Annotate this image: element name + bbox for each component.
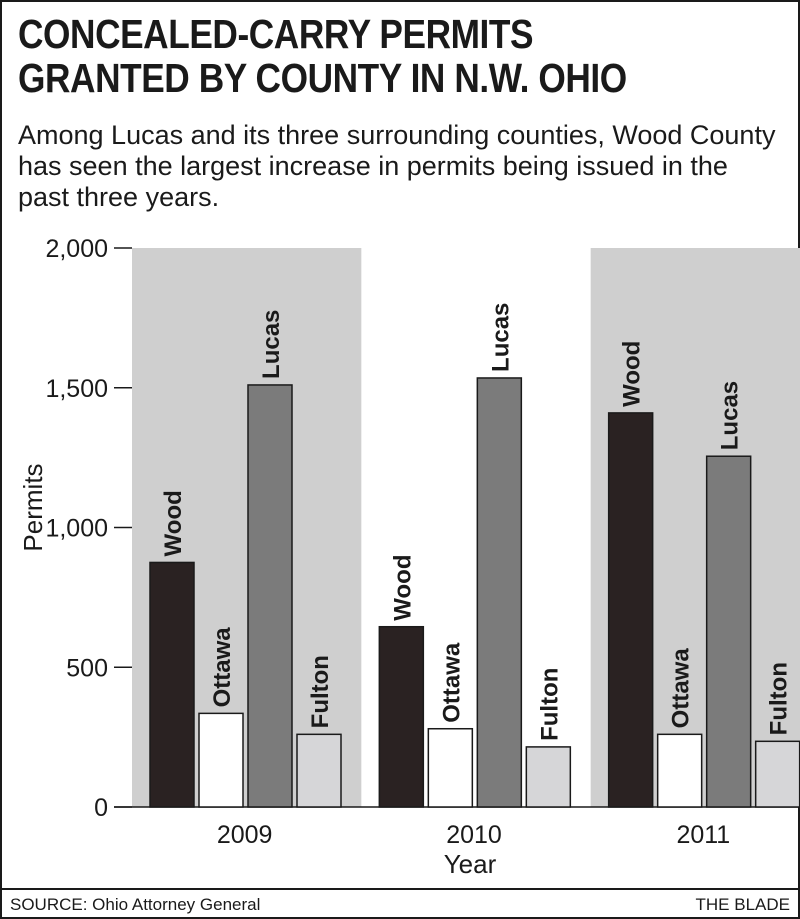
y-tick-label: 0 [94, 794, 108, 822]
bar-wood-2011 [607, 412, 654, 808]
bar-label-wood: Wood [619, 341, 646, 407]
bar-label-ottawa: Ottawa [668, 648, 695, 729]
bar-label-fulton: Fulton [766, 662, 793, 735]
bar-label-lucas: Lucas [258, 310, 285, 379]
y-axis-title: Permits [18, 463, 48, 551]
bar-wood-2009 [149, 561, 195, 808]
y-tick-label: 1,000 [45, 515, 108, 543]
source-note: SOURCE: Ohio Attorney General [10, 895, 261, 914]
bar-chart: 0 500 1,000 1,500 2,000 Permits Wood Ottawa Luca… [18, 235, 800, 879]
bar-fulton-2009 [296, 733, 342, 808]
bar-label-wood: Wood [160, 490, 187, 556]
bar-label-lucas: Lucas [717, 381, 744, 450]
publisher-credit: THE BLADE [695, 895, 790, 914]
chart-title: CONCEALED-CARRY PERMITS GRANTED BY COUNT… [18, 11, 627, 101]
y-tick-label: 1,500 [45, 375, 108, 403]
bar-label-fulton: Fulton [536, 668, 563, 741]
x-tick-label: 2011 [676, 821, 730, 849]
bar-ottawa-2010 [427, 727, 474, 808]
y-tick-label: 2,000 [45, 235, 108, 263]
bar-label-wood: Wood [389, 555, 416, 621]
bar-wood-2010 [378, 625, 425, 808]
bar-lucas-2011 [705, 455, 752, 808]
bar-label-fulton: Fulton [307, 655, 334, 728]
bar-fulton-2011 [754, 740, 800, 808]
footer-divider [2, 888, 798, 890]
bar-label-lucas: Lucas [487, 303, 514, 372]
bar-ottawa-2009 [198, 712, 244, 808]
bar-label-ottawa: Ottawa [209, 627, 236, 708]
x-axis-title: Year [444, 849, 497, 879]
bar-label-ottawa: Ottawa [438, 642, 465, 723]
y-tick-label: 500 [66, 654, 108, 682]
bar-lucas-2009 [247, 384, 293, 808]
bar-ottawa-2011 [656, 733, 703, 808]
bar-fulton-2010 [525, 746, 572, 808]
chart-subtitle: Among Lucas and its three surrounding co… [18, 120, 776, 212]
x-tick-label: 2010 [446, 821, 502, 849]
x-tick-label: 2009 [217, 821, 273, 849]
bar-lucas-2010 [476, 377, 523, 808]
